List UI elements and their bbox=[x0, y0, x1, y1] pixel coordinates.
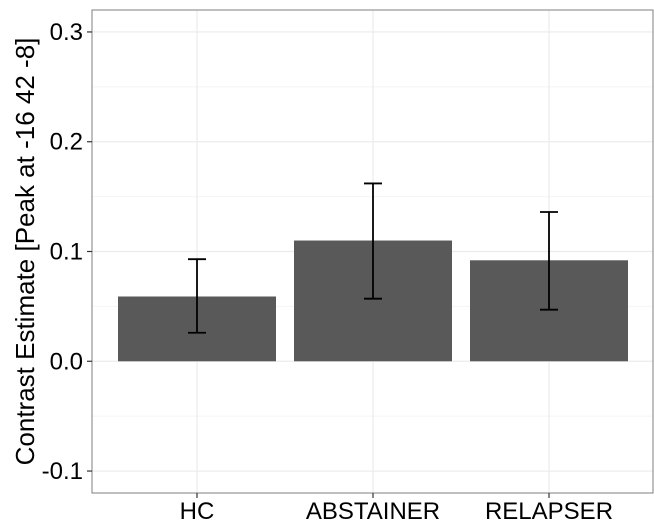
x-axis-tick-labels: HC ABSTAINER RELAPSER bbox=[180, 498, 613, 524]
y-tick-label: 0.3 bbox=[50, 19, 83, 46]
x-tick-label: RELAPSER bbox=[485, 498, 613, 524]
y-axis-tick-labels: -0.1 0.0 0.1 0.2 0.3 bbox=[42, 19, 83, 485]
x-tick-label: ABSTAINER bbox=[306, 498, 440, 524]
y-axis-title: Contrast Estimate [Peak at -16 42 -8] bbox=[10, 38, 40, 466]
y-tick-label: 0.0 bbox=[50, 348, 83, 375]
x-tick-label: HC bbox=[180, 498, 215, 524]
y-tick-label: 0.2 bbox=[50, 129, 83, 156]
error-bar-abstainer bbox=[364, 182, 382, 300]
y-tick-label: -0.1 bbox=[42, 458, 83, 485]
error-bar-hc bbox=[188, 258, 206, 334]
error-bar-relapser bbox=[540, 211, 558, 311]
error-bars bbox=[188, 182, 558, 334]
y-tick-label: 0.1 bbox=[50, 239, 83, 266]
axis-ticks bbox=[87, 31, 550, 498]
